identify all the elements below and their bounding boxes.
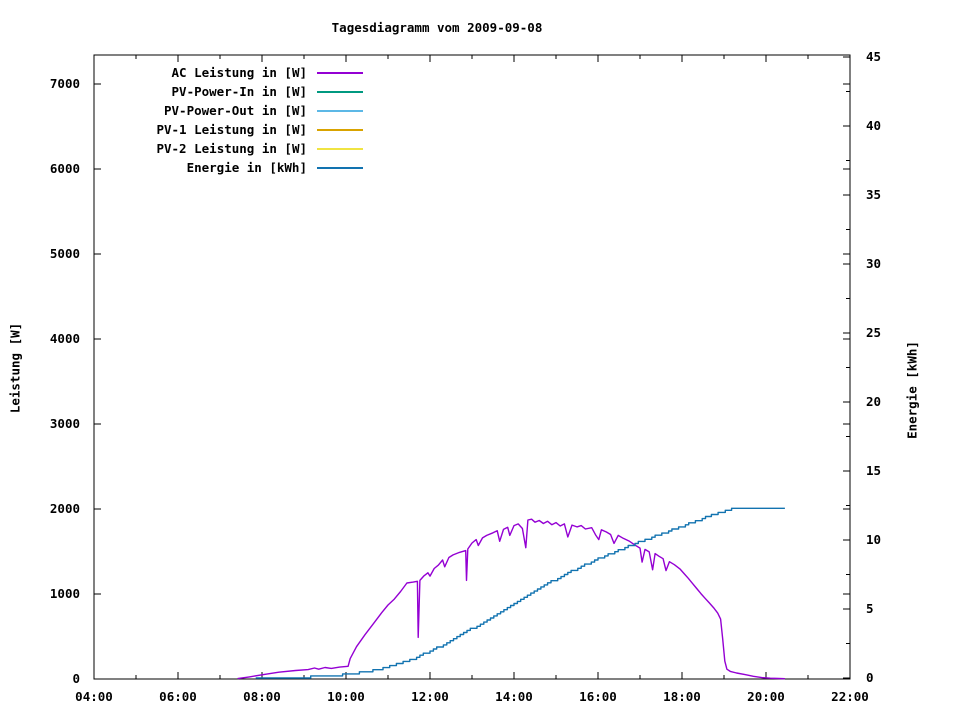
x-tick-label: 22:00	[831, 689, 869, 704]
x-tick-label: 08:00	[243, 689, 281, 704]
legend-line-sample	[317, 109, 363, 112]
x-tick-label: 06:00	[159, 689, 197, 704]
x-tick-label: 12:00	[411, 689, 449, 704]
legend-label: AC Leistung in [W]	[171, 65, 307, 80]
y2-tick-label: 10	[866, 532, 881, 547]
y2-tick-label: 35	[866, 187, 881, 202]
x-tick-label: 04:00	[75, 689, 113, 704]
legend-label: PV-Power-In in [W]	[171, 84, 307, 99]
y1-tick-label: 3000	[50, 416, 80, 431]
x-tick-label: 10:00	[327, 689, 365, 704]
x-tick-label: 14:00	[495, 689, 533, 704]
series-energie	[255, 507, 785, 679]
legend-row: PV-Power-In in [W]	[92, 82, 363, 101]
y1-tick-label: 1000	[50, 586, 80, 601]
y2-tick-label: 25	[866, 325, 881, 340]
y2-tick-label: 45	[866, 49, 881, 64]
legend-line-sample	[317, 128, 363, 131]
legend-row: PV-2 Leistung in [W]	[92, 139, 363, 158]
y2-tick-label: 20	[866, 394, 881, 409]
legend-row: Energie in [kWh]	[92, 158, 363, 177]
legend-row: AC Leistung in [W]	[92, 63, 363, 82]
y1-tick-label: 6000	[50, 161, 80, 176]
y2-tick-label: 15	[866, 463, 881, 478]
y2-tick-label: 0	[866, 670, 874, 685]
legend-row: PV-1 Leistung in [W]	[92, 120, 363, 139]
y1-tick-label: 2000	[50, 501, 80, 516]
x-tick-label: 16:00	[579, 689, 617, 704]
legend-label: Energie in [kWh]	[186, 160, 307, 175]
y1-tick-label: 7000	[50, 76, 80, 91]
left-axis-title: Leistung [W]	[7, 322, 23, 414]
y1-tick-label: 4000	[50, 331, 80, 346]
legend-label: PV-Power-Out in [W]	[164, 103, 307, 118]
legend-row: PV-Power-Out in [W]	[92, 101, 363, 120]
right-axis-title: Energie [kWh]	[904, 341, 920, 439]
legend-line-sample	[317, 90, 363, 93]
x-tick-label: 18:00	[663, 689, 701, 704]
legend-line-sample	[317, 147, 363, 150]
series-ac	[237, 518, 785, 680]
legend-label: PV-1 Leistung in [W]	[156, 122, 307, 137]
y1-tick-label: 5000	[50, 246, 80, 261]
y1-tick-label: 0	[72, 671, 80, 686]
legend-line-sample	[317, 166, 363, 169]
legend-line-sample	[317, 71, 363, 74]
y2-tick-label: 40	[866, 118, 881, 133]
legend-label: PV-2 Leistung in [W]	[156, 141, 307, 156]
legend: AC Leistung in [W] PV-Power-In in [W] PV-P…	[92, 63, 363, 177]
y2-tick-label: 30	[866, 256, 881, 271]
chart-title: Tagesdiagramm vom 2009-09-08	[331, 20, 543, 35]
y2-tick-label: 5	[866, 601, 874, 616]
x-tick-label: 20:00	[747, 689, 785, 704]
